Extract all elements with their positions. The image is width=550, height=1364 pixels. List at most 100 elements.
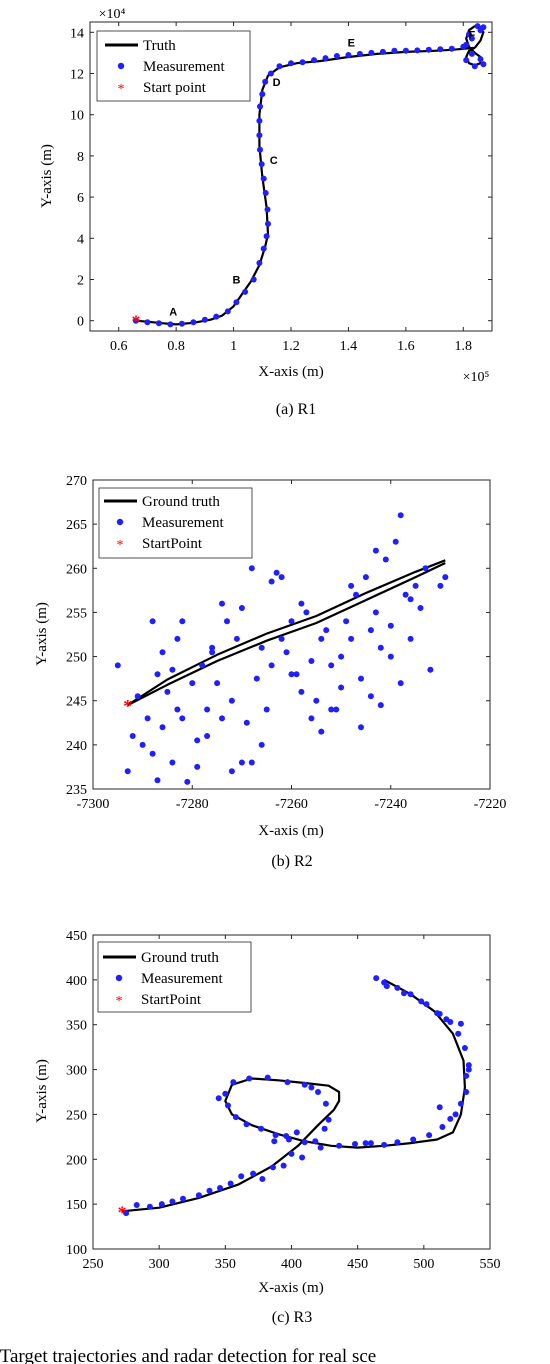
measurement-point bbox=[256, 260, 263, 266]
measurement-point bbox=[455, 1030, 462, 1037]
x-tick-label: 1.2 bbox=[282, 339, 300, 354]
measurement-point bbox=[238, 605, 245, 611]
x-axis-label: X-axis (m) bbox=[258, 364, 323, 380]
measurement-point bbox=[437, 582, 444, 589]
measurement-point bbox=[414, 47, 421, 54]
measurement-point bbox=[323, 627, 330, 634]
legend: Ground truth Measurement * StartPoint bbox=[98, 487, 253, 559]
measurement-point bbox=[262, 190, 269, 196]
y-tick-label: 255 bbox=[66, 606, 87, 621]
measurement-point bbox=[180, 1195, 186, 1202]
chart-r2: * -7300 -7280 -7260 -7240 -7220 235 240 245 250 2… bbox=[34, 474, 506, 870]
measurement-point bbox=[179, 715, 186, 722]
measurement-point bbox=[179, 618, 186, 625]
legend: Truth Measurement * Start point bbox=[96, 30, 251, 102]
measurement-point bbox=[154, 777, 161, 784]
measurement-point bbox=[362, 1140, 369, 1147]
measurement-point bbox=[159, 649, 166, 656]
measurement-point bbox=[474, 23, 481, 30]
axis-ticks: -7300 -7280 -7260 -7240 -7220 235 240 245 250 255… bbox=[66, 474, 506, 812]
measurement-point bbox=[336, 1142, 343, 1149]
y-tick-label: 100 bbox=[66, 1243, 87, 1258]
y-tick-label: 250 bbox=[66, 651, 87, 666]
measurement-point bbox=[149, 750, 156, 757]
measurement-point bbox=[167, 321, 174, 328]
measurement-point bbox=[434, 1010, 441, 1017]
x-tick-label: 1 bbox=[230, 339, 237, 354]
measurement-point bbox=[224, 308, 231, 315]
measurement-point bbox=[209, 649, 216, 656]
measurement-point bbox=[284, 1079, 291, 1086]
measurement-point bbox=[417, 605, 424, 611]
measurement-point bbox=[250, 276, 257, 283]
chart-r3: * 250 300 350 400 450 500 550 100 150 200 250 300 35… bbox=[34, 929, 501, 1326]
measurement-point bbox=[278, 574, 285, 581]
measurement-point bbox=[124, 768, 131, 775]
measurement-point bbox=[225, 1102, 231, 1109]
measurement-point bbox=[443, 1016, 450, 1023]
caption-r3: (c) R3 bbox=[272, 1309, 312, 1326]
measurement-point bbox=[358, 675, 364, 682]
measurement-point bbox=[392, 538, 399, 545]
measurement-point bbox=[367, 1140, 374, 1147]
measurement-point bbox=[394, 984, 401, 991]
measurement-point bbox=[227, 1180, 234, 1187]
measurement-point bbox=[178, 320, 185, 327]
x-tick-label: 400 bbox=[281, 1257, 302, 1272]
measurement-point bbox=[206, 1187, 213, 1194]
measurement-point bbox=[338, 653, 345, 660]
start-point-marker: * bbox=[131, 312, 140, 332]
measurement-point bbox=[123, 1210, 130, 1217]
measurement-point bbox=[283, 1133, 290, 1139]
measurement-point bbox=[477, 56, 484, 63]
measurement-point bbox=[246, 1075, 253, 1082]
measurement-point bbox=[391, 47, 398, 54]
measurement-point bbox=[426, 1132, 433, 1139]
figure-caption: : Target trajectories and radar detectio… bbox=[0, 1346, 376, 1364]
y-tick-label: 270 bbox=[66, 474, 87, 489]
measurement-point bbox=[466, 31, 472, 38]
measurement-point bbox=[265, 220, 271, 227]
measurement-point bbox=[422, 565, 429, 572]
measurement-point bbox=[158, 1201, 165, 1208]
measurement-point bbox=[219, 600, 225, 607]
x-tick-label: 450 bbox=[347, 1257, 368, 1272]
measurement-point bbox=[397, 512, 404, 519]
measurement-point bbox=[387, 622, 394, 629]
measurement-point bbox=[463, 41, 470, 48]
annotation-label: B bbox=[232, 275, 240, 287]
x-tick-label: 350 bbox=[215, 1257, 236, 1272]
legend: Ground truth Measurement * StartPoint bbox=[97, 941, 252, 1013]
measurement-point bbox=[263, 706, 270, 713]
measurement-point bbox=[299, 59, 306, 66]
measurement-point bbox=[461, 1045, 468, 1051]
measurement-point bbox=[214, 680, 221, 687]
annotation-label: F bbox=[469, 29, 476, 41]
measurement-point bbox=[293, 671, 300, 678]
measurement-point bbox=[418, 998, 425, 1005]
measurement-point bbox=[308, 658, 315, 664]
measurement-point bbox=[442, 574, 449, 581]
measurement-point bbox=[280, 1162, 287, 1169]
measurement-point bbox=[169, 666, 176, 673]
measurement-point bbox=[301, 1081, 308, 1088]
measurement-point bbox=[263, 233, 270, 240]
chart-r1: * A B C D E F 0.6 0.8 1 1.2 1.4 1.6 1.8 0 2 4 6 8 10 12 14 ×… bbox=[39, 7, 493, 418]
measurement-point bbox=[465, 1062, 472, 1069]
y-tick-label: 245 bbox=[66, 695, 87, 710]
legend-truth-label: Truth bbox=[143, 38, 176, 54]
measurement-point bbox=[215, 1095, 222, 1102]
measurement-point bbox=[402, 591, 409, 598]
y-tick-label: 235 bbox=[66, 783, 87, 798]
measurement-point bbox=[338, 684, 345, 691]
x-tick-label: 0.8 bbox=[167, 339, 185, 354]
chart-marks: * bbox=[118, 975, 472, 1222]
measurement-point bbox=[144, 319, 151, 326]
measurement-point bbox=[174, 635, 181, 642]
measurement-point bbox=[233, 635, 240, 642]
y-tick-label: 10 bbox=[70, 109, 84, 124]
measurement-point bbox=[457, 1020, 464, 1027]
measurement-point bbox=[184, 778, 191, 785]
measurement-point bbox=[272, 1132, 279, 1139]
